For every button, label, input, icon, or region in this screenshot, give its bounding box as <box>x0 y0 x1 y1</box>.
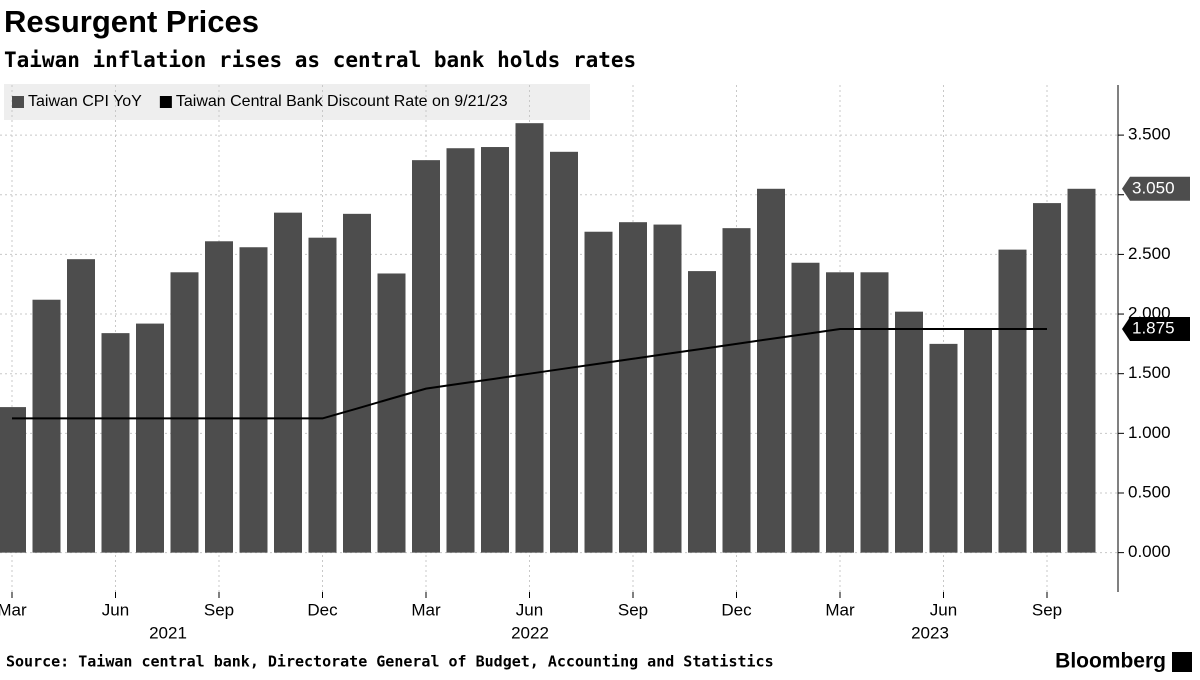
y-tick-label: 0.000 <box>1128 542 1171 561</box>
end-label-box <box>1122 176 1190 201</box>
bar <box>791 262 820 553</box>
bar <box>998 249 1027 553</box>
bar <box>1033 203 1061 553</box>
bar <box>722 228 751 553</box>
x-year-label: 2022 <box>511 623 549 642</box>
x-tick-label: Sep <box>618 600 648 619</box>
x-tick-label: Sep <box>204 600 234 619</box>
x-year-label: 2021 <box>149 623 187 642</box>
chart-subtitle: Taiwan inflation rises as central bank h… <box>4 48 636 72</box>
bar <box>584 231 613 553</box>
end-label: 3.050 <box>1132 178 1175 197</box>
bar <box>860 272 889 553</box>
x-tick-label: Sep <box>1032 600 1062 619</box>
y-tick-label: 1.000 <box>1128 423 1171 442</box>
x-tick-label: Jun <box>930 600 957 619</box>
y-tick-label: 1.500 <box>1128 363 1171 382</box>
bar <box>895 311 923 553</box>
chart-title: Resurgent Prices <box>4 4 259 39</box>
bar <box>101 333 130 553</box>
brand-logo: Bloomberg <box>1055 650 1166 673</box>
legend-label: Taiwan Central Bank Discount Rate on 9/2… <box>176 93 508 110</box>
source-note: Source: Taiwan central bank, Directorate… <box>6 653 774 671</box>
y-tick-label: 0.500 <box>1128 482 1171 501</box>
y-tick-label: 2.500 <box>1128 244 1171 263</box>
x-tick-label: Mar <box>411 600 441 619</box>
legend-swatch <box>159 96 172 108</box>
bar <box>446 148 475 553</box>
x-tick-label: Mar <box>825 600 855 619</box>
bar <box>205 241 233 553</box>
bar <box>67 259 95 553</box>
x-year-label: 2023 <box>911 623 949 642</box>
bar <box>274 212 302 553</box>
bar <box>170 272 199 553</box>
bar <box>826 272 854 553</box>
bar <box>929 343 958 553</box>
brand-icon <box>1172 652 1192 672</box>
bar <box>481 147 509 553</box>
bar <box>412 160 440 553</box>
bar <box>964 328 992 553</box>
x-tick-label: Jun <box>102 600 129 619</box>
bar <box>1067 188 1096 553</box>
bar <box>32 299 61 553</box>
bar <box>757 188 785 553</box>
bar <box>688 271 716 553</box>
bar <box>239 247 268 553</box>
bar <box>377 273 406 553</box>
bar <box>343 213 371 553</box>
x-tick-label: Dec <box>721 600 752 619</box>
bar <box>619 222 647 553</box>
bar <box>0 407 26 553</box>
end-label: 1.875 <box>1132 318 1175 337</box>
bar <box>653 224 682 553</box>
bar <box>136 323 164 553</box>
legend-swatch <box>12 96 24 108</box>
y-tick-label: 3.500 <box>1128 125 1171 144</box>
end-label-box <box>1122 316 1190 341</box>
x-tick-label: Jun <box>516 600 543 619</box>
bar <box>515 123 544 553</box>
x-tick-label: Dec <box>307 600 338 619</box>
legend-box <box>4 84 590 120</box>
bar <box>550 151 578 553</box>
x-tick-label: Mar <box>0 600 27 619</box>
bar <box>308 237 337 553</box>
line <box>12 327 1047 420</box>
legend-label: Taiwan CPI YoY <box>28 93 142 110</box>
